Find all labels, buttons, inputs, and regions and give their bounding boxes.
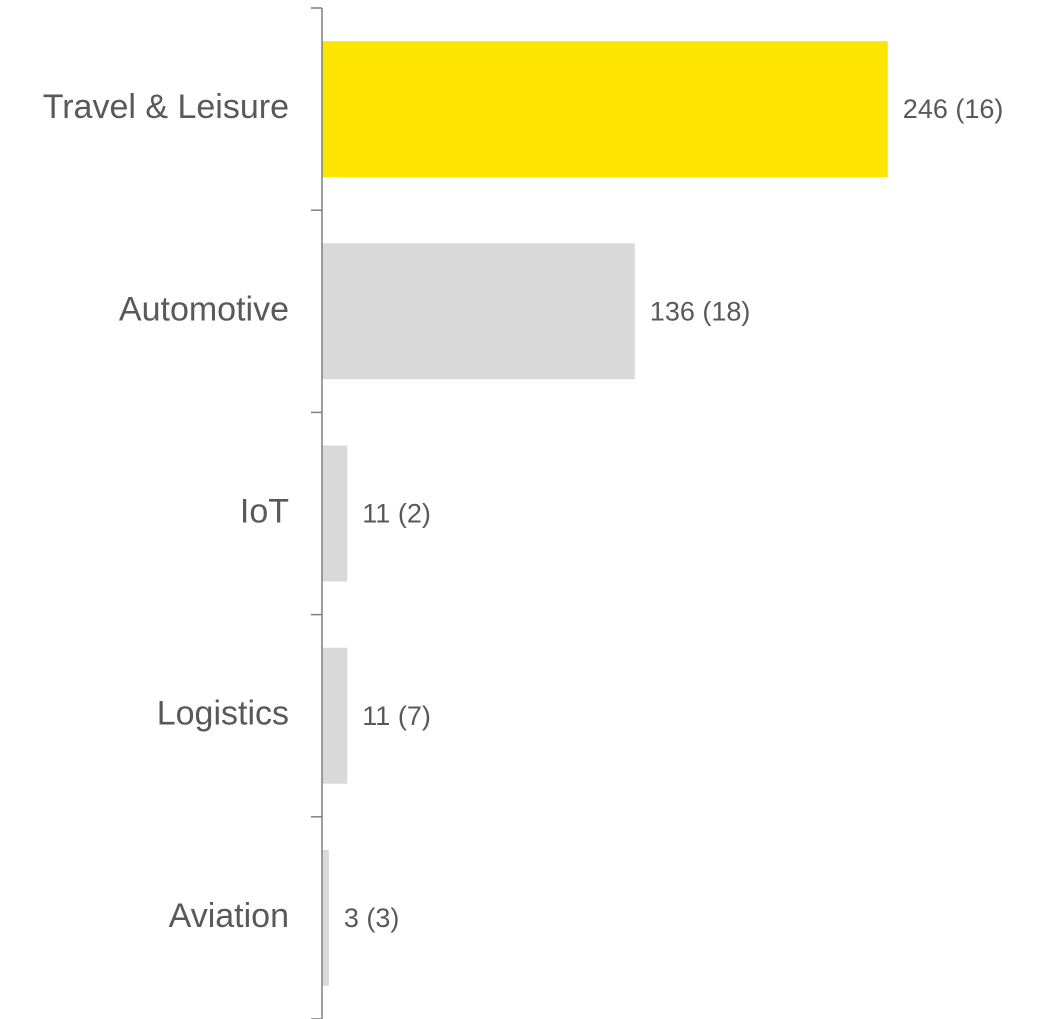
category-label: Aviation	[169, 897, 289, 935]
category-label: IoT	[240, 492, 289, 530]
category-label: Travel & Leisure	[43, 88, 289, 126]
bar	[322, 243, 635, 380]
bar	[322, 849, 329, 986]
value-label: 136 (18)	[650, 296, 751, 326]
value-label: 11 (7)	[362, 701, 431, 731]
category-label: Automotive	[119, 290, 289, 328]
bar	[322, 647, 348, 784]
value-label: 3 (3)	[344, 903, 400, 933]
value-label: 11 (2)	[362, 499, 431, 529]
bar	[322, 445, 348, 582]
value-label: 246 (16)	[903, 94, 1004, 124]
bar	[322, 41, 888, 178]
category-label: Logistics	[157, 695, 289, 733]
